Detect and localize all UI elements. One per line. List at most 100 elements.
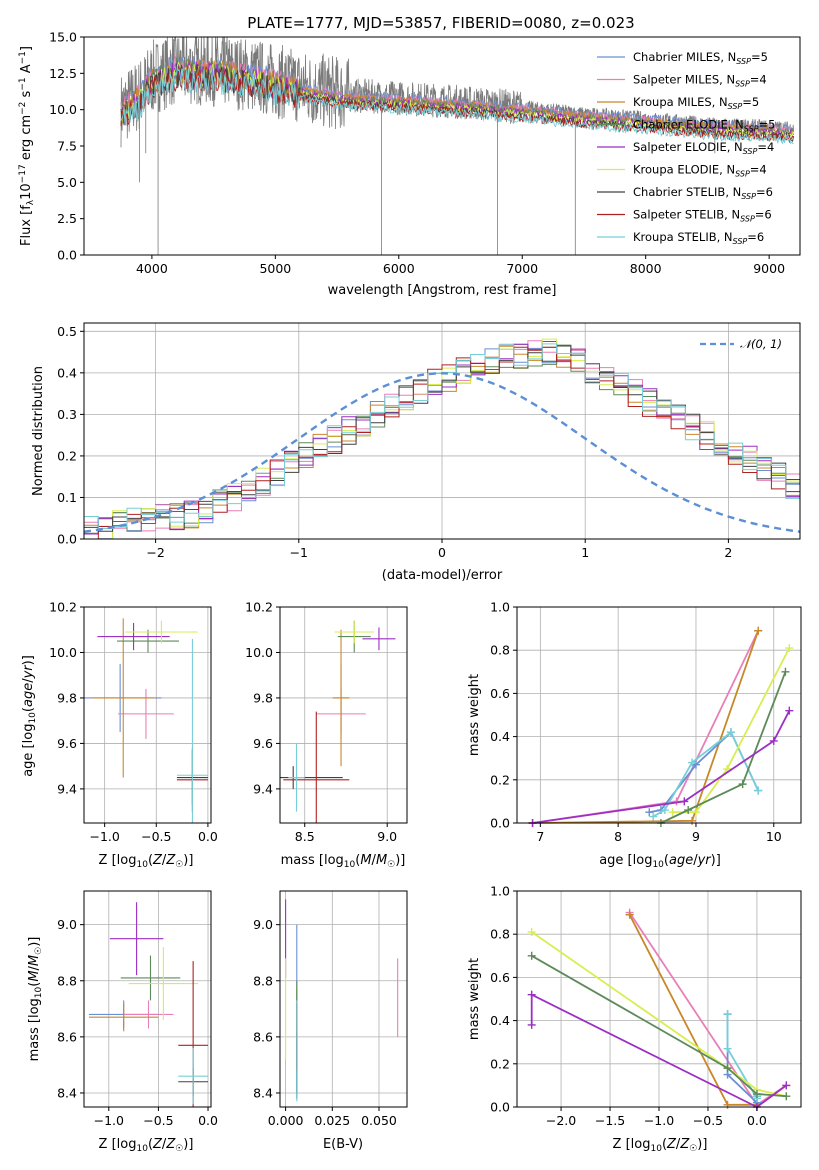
weight-marker	[527, 928, 536, 937]
x-tick-label: 0.0	[198, 829, 218, 844]
y-tick-label: 0.8	[490, 927, 510, 942]
x-tick-label: 9.0	[377, 829, 397, 844]
residual-histogram	[84, 346, 800, 539]
legend-label: Salpeter STELIB, NSSP=6	[633, 208, 772, 224]
normal-curve	[84, 372, 800, 533]
y-tick-label: 0.0	[490, 1100, 510, 1115]
legend-label: Chabrier STELIB, NSSP=6	[633, 185, 773, 201]
mass-EBV-frame	[279, 890, 408, 1108]
y-tick-label: 0.4	[57, 365, 77, 380]
legend-label: Chabrier ELODIE, NSSP=5	[633, 118, 775, 134]
weight-marker	[680, 797, 689, 806]
weight-marker	[660, 806, 669, 815]
y-tick-label: 10.0	[49, 645, 77, 660]
weight-marker	[723, 1064, 732, 1073]
x-tick-label: −2.0	[546, 1113, 576, 1128]
x-tick-label: 5000	[259, 261, 291, 276]
y-tick-label: 0.2	[490, 1056, 510, 1071]
y-tick-label: 1.0	[490, 884, 510, 899]
y-tick-label: 8.4	[253, 1085, 273, 1100]
spectrum-panel: PLATE=1777, MJD=53857, FIBERID=0080, z=0…	[18, 14, 801, 298]
x-tick-label: 0.050	[361, 1113, 397, 1128]
weight-marker	[754, 786, 763, 795]
x-tick-label: 8.5	[295, 829, 315, 844]
x-tick-label: 0.0	[747, 1113, 767, 1128]
weight-age-y-label: mass weight	[467, 674, 482, 756]
y-tick-label: 0.2	[490, 772, 510, 787]
y-tick-label: 10.2	[49, 600, 77, 615]
legend-label: Salpeter ELODIE, NSSP=4	[633, 140, 774, 156]
y-tick-label: 0.0	[57, 248, 77, 263]
residual-legend: 𝒩(0, 1)	[700, 337, 782, 351]
spectrum-legend: Chabrier MILES, NSSP=5 Salpeter MILES, NS…	[597, 50, 775, 246]
weight-marker	[785, 706, 794, 715]
spectrum-y-label: Flux [fλ10−17 erg cm−2 s−1 A−1]	[18, 46, 36, 246]
weight-line	[530, 993, 787, 1109]
y-tick-label: 9.4	[253, 781, 273, 796]
x-tick-label: 1	[581, 545, 589, 560]
y-tick-label: 0.4	[490, 729, 510, 744]
age-mass-x-label: mass [log10(M/M☉)]	[281, 853, 406, 870]
weight-marker	[527, 1020, 536, 1029]
weight-Z-y-label: mass weight	[467, 958, 482, 1040]
weight-marker	[691, 808, 700, 817]
y-tick-label: 9.0	[253, 917, 273, 932]
x-tick-label: −0.5	[141, 829, 171, 844]
x-tick-label: −0.5	[143, 1113, 173, 1128]
weight-marker	[688, 758, 697, 767]
y-tick-label: 8.6	[253, 1029, 273, 1044]
x-tick-label: 8	[614, 829, 622, 844]
x-tick-label: 7	[536, 829, 544, 844]
x-tick-label: −1.0	[89, 829, 119, 844]
x-tick-label: 0	[438, 545, 446, 560]
x-tick-label: −0.5	[693, 1113, 723, 1128]
age-mass-frame	[279, 606, 408, 824]
mass-vs-Z-panel: −1.0 −0.5 0.08.48.68.89.0 Z [log10(Z/Z☉)] …	[27, 890, 218, 1154]
y-tick-label: 8.4	[57, 1085, 77, 1100]
x-tick-label: −2	[146, 545, 164, 560]
weight-age-frame	[516, 606, 802, 824]
spectrum-x-label: wavelength [Angstrom, rest frame]	[328, 283, 557, 298]
weight-marker	[738, 780, 747, 789]
y-tick-label: 8.8	[253, 973, 273, 988]
normal-legend-label: 𝒩(0, 1)	[740, 337, 782, 351]
y-tick-label: 0.6	[490, 970, 510, 985]
y-tick-label: 9.8	[57, 690, 77, 705]
weight-marker	[527, 990, 536, 999]
weight-marker	[625, 910, 634, 919]
weight-marker	[769, 736, 778, 745]
weight-marker	[723, 1010, 732, 1019]
weight-marker	[723, 1100, 732, 1109]
mass-Z-frame	[83, 890, 212, 1108]
legend-label: Kroupa STELIB, NSSP=6	[633, 230, 764, 246]
y-tick-label: 12.5	[49, 66, 77, 81]
x-tick-label: 2	[724, 545, 732, 560]
x-tick-label: 9	[692, 829, 700, 844]
x-tick-label: 8000	[630, 261, 662, 276]
x-tick-label: 6000	[383, 261, 415, 276]
x-tick-label: 0.0	[198, 1113, 218, 1128]
y-tick-label: 10.2	[245, 600, 273, 615]
weight-marker	[645, 808, 654, 817]
y-tick-label: 0.3	[57, 407, 77, 422]
weight-marker	[754, 626, 763, 635]
legend-label: Kroupa MILES, NSSP=5	[633, 95, 759, 111]
y-tick-label: 10.0	[49, 102, 77, 117]
weight-line	[531, 931, 787, 1098]
y-tick-label: 7.5	[57, 139, 77, 154]
y-tick-label: 9.8	[253, 690, 273, 705]
x-tick-label: −1.0	[94, 1113, 124, 1128]
weight-age-x-label: age [log10(age/yr)]	[599, 853, 721, 870]
y-tick-label: 0.8	[490, 643, 510, 658]
weight-marker	[684, 806, 693, 815]
weight-marker	[782, 1081, 791, 1090]
legend-label: Chabrier MILES, NSSP=5	[633, 50, 768, 66]
mass-Z-x-label: Z [log10(Z/Z☉)]	[99, 1137, 194, 1154]
weight-marker	[527, 951, 536, 960]
model-spectrum	[120, 66, 794, 145]
x-tick-label: 0.000	[268, 1113, 304, 1128]
residual-y-label: Normed distribution	[31, 366, 46, 496]
y-tick-label: 9.6	[253, 736, 273, 751]
y-tick-label: 8.6	[57, 1029, 77, 1044]
weight-marker	[782, 1092, 791, 1101]
